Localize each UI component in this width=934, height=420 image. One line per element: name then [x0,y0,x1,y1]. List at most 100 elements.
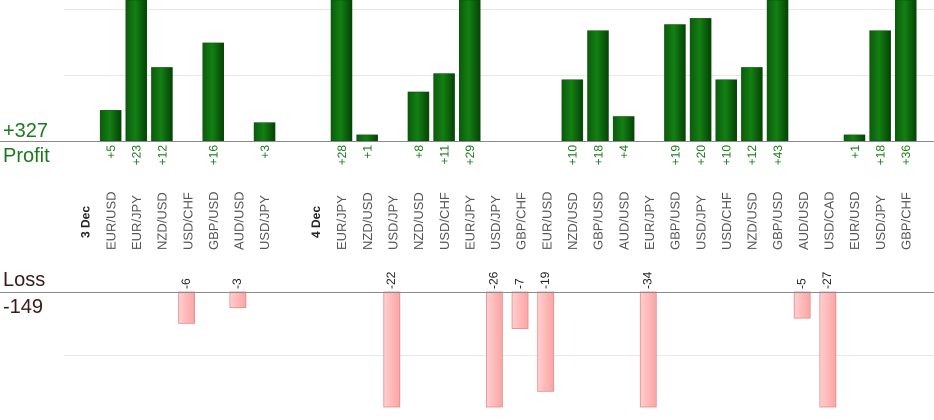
profit-value-label: +23 [130,145,144,166]
pair-label: USD/CAD [822,191,837,250]
pair-label: EUR/USD [847,191,862,250]
profit-value-label: +18 [591,145,605,166]
profit-value-label: +5 [104,145,118,159]
profit-bar [741,67,763,142]
pair-label: USD/JPY [488,195,503,250]
pair-label: EUR/USD [103,191,118,250]
loss-value-label: -27 [820,271,834,289]
profit-value-label: +43 [771,145,785,166]
profit-value-label: +10 [566,145,580,166]
loss-value-label: -34 [641,271,655,289]
loss-bar [229,291,247,309]
profit-bar [151,67,173,142]
profit-bar [664,24,686,142]
profit-value-label: +12 [745,145,759,166]
pair-label: AUD/USD [232,191,247,250]
loss-total: -149 [3,296,44,318]
pair-label: NZD/USD [360,192,375,250]
loss-value-label: -3 [230,278,244,289]
pair-label: NZD/USD [411,192,426,250]
profit-label: Profit [3,145,50,167]
date-label: 4 Dec [309,206,323,238]
loss-bar [537,291,555,392]
profit-bar [356,134,378,142]
pair-label: EUR/JPY [129,195,144,250]
pair-label: USD/CHF [180,192,195,250]
pair-label: GBP/USD [206,191,221,250]
loss-bar [383,291,401,408]
profit-bar [843,134,866,142]
loss-label: Loss [3,269,46,291]
labels: 3 Dec EUR/USD +5 EUR/JPY +23 NZD/USD +12 USD/CH… [78,145,913,289]
pair-label: NZD/USD [745,192,760,250]
profit-bar [253,122,276,142]
loss-value-label: -22 [384,271,398,289]
pair-label: USD/JPY [257,195,272,250]
profit-value-label: +1 [848,145,862,159]
loss-bar [793,291,811,319]
pair-label: GBP/USD [591,191,606,250]
loss-bar [178,291,196,324]
pair-label: NZD/USD [155,192,170,250]
profit-bar [869,30,891,142]
pair-label: AUD/USD [796,191,811,250]
profit-value-label: +16 [207,145,221,166]
pair-label: AUD/USD [616,191,631,250]
pair-label: EUR/JPY [462,195,477,250]
profit-bar [99,110,122,142]
profit-bar [689,18,712,142]
loss-bar [819,291,837,408]
pair-label: GBP/CHF [514,192,529,250]
loss-bar [511,291,529,329]
profit-value-label: +3 [258,145,272,159]
profit-value-label: +4 [617,145,631,159]
profit-value-label: +18 [874,145,888,166]
pair-label: GBP/USD [770,191,785,250]
loss-bar [485,291,503,408]
loss-value-label: -5 [795,278,809,289]
pair-label: EUR/JPY [334,195,349,250]
profit-bar [612,116,635,142]
profit-bar [125,0,148,142]
profit-bar [407,91,430,142]
pair-label: EUR/JPY [642,195,657,250]
profit-value-label: +11 [437,145,451,165]
loss-value-label: -6 [179,278,193,289]
profit-bar [561,79,584,142]
pair-label: GBP/USD [668,191,683,250]
profit-value-label: +20 [694,145,708,166]
profit-bar [459,0,481,142]
date-label: 3 Dec [78,206,92,238]
profit-bar [895,0,917,142]
profit-value-label: +10 [720,145,734,166]
pair-label: NZD/USD [565,192,580,250]
profit-bar [715,79,737,142]
pair-label: USD/CHF [719,192,734,250]
profit-bar [587,30,609,142]
profit-total: +327 [3,120,49,142]
profit-bar [433,73,455,142]
loss-value-label: -19 [538,271,552,289]
profit-value-label: +28 [335,145,349,166]
loss-bar [639,291,657,408]
pair-label: GBP/CHF [899,192,914,250]
profit-value-label: +12 [155,145,169,166]
pair-label: USD/JPY [386,195,401,250]
profit-value-label: +36 [899,145,913,166]
profit-value-label: +8 [412,145,426,159]
profit-bar [202,42,224,142]
axes [0,141,934,293]
profit-bar [766,0,789,142]
profit-value-label: +1 [361,145,375,159]
profit-value-label: +19 [668,145,682,166]
pair-label: USD/JPY [873,195,888,250]
profit-value-label: +29 [463,145,477,166]
loss-value-label: -26 [487,271,501,289]
pair-label: EUR/USD [539,191,554,250]
pair-label: USD/JPY [693,195,708,250]
profit-bar [330,0,353,142]
loss-value-label: -7 [512,278,526,289]
bars [99,0,917,408]
pair-label: USD/CHF [437,192,452,250]
